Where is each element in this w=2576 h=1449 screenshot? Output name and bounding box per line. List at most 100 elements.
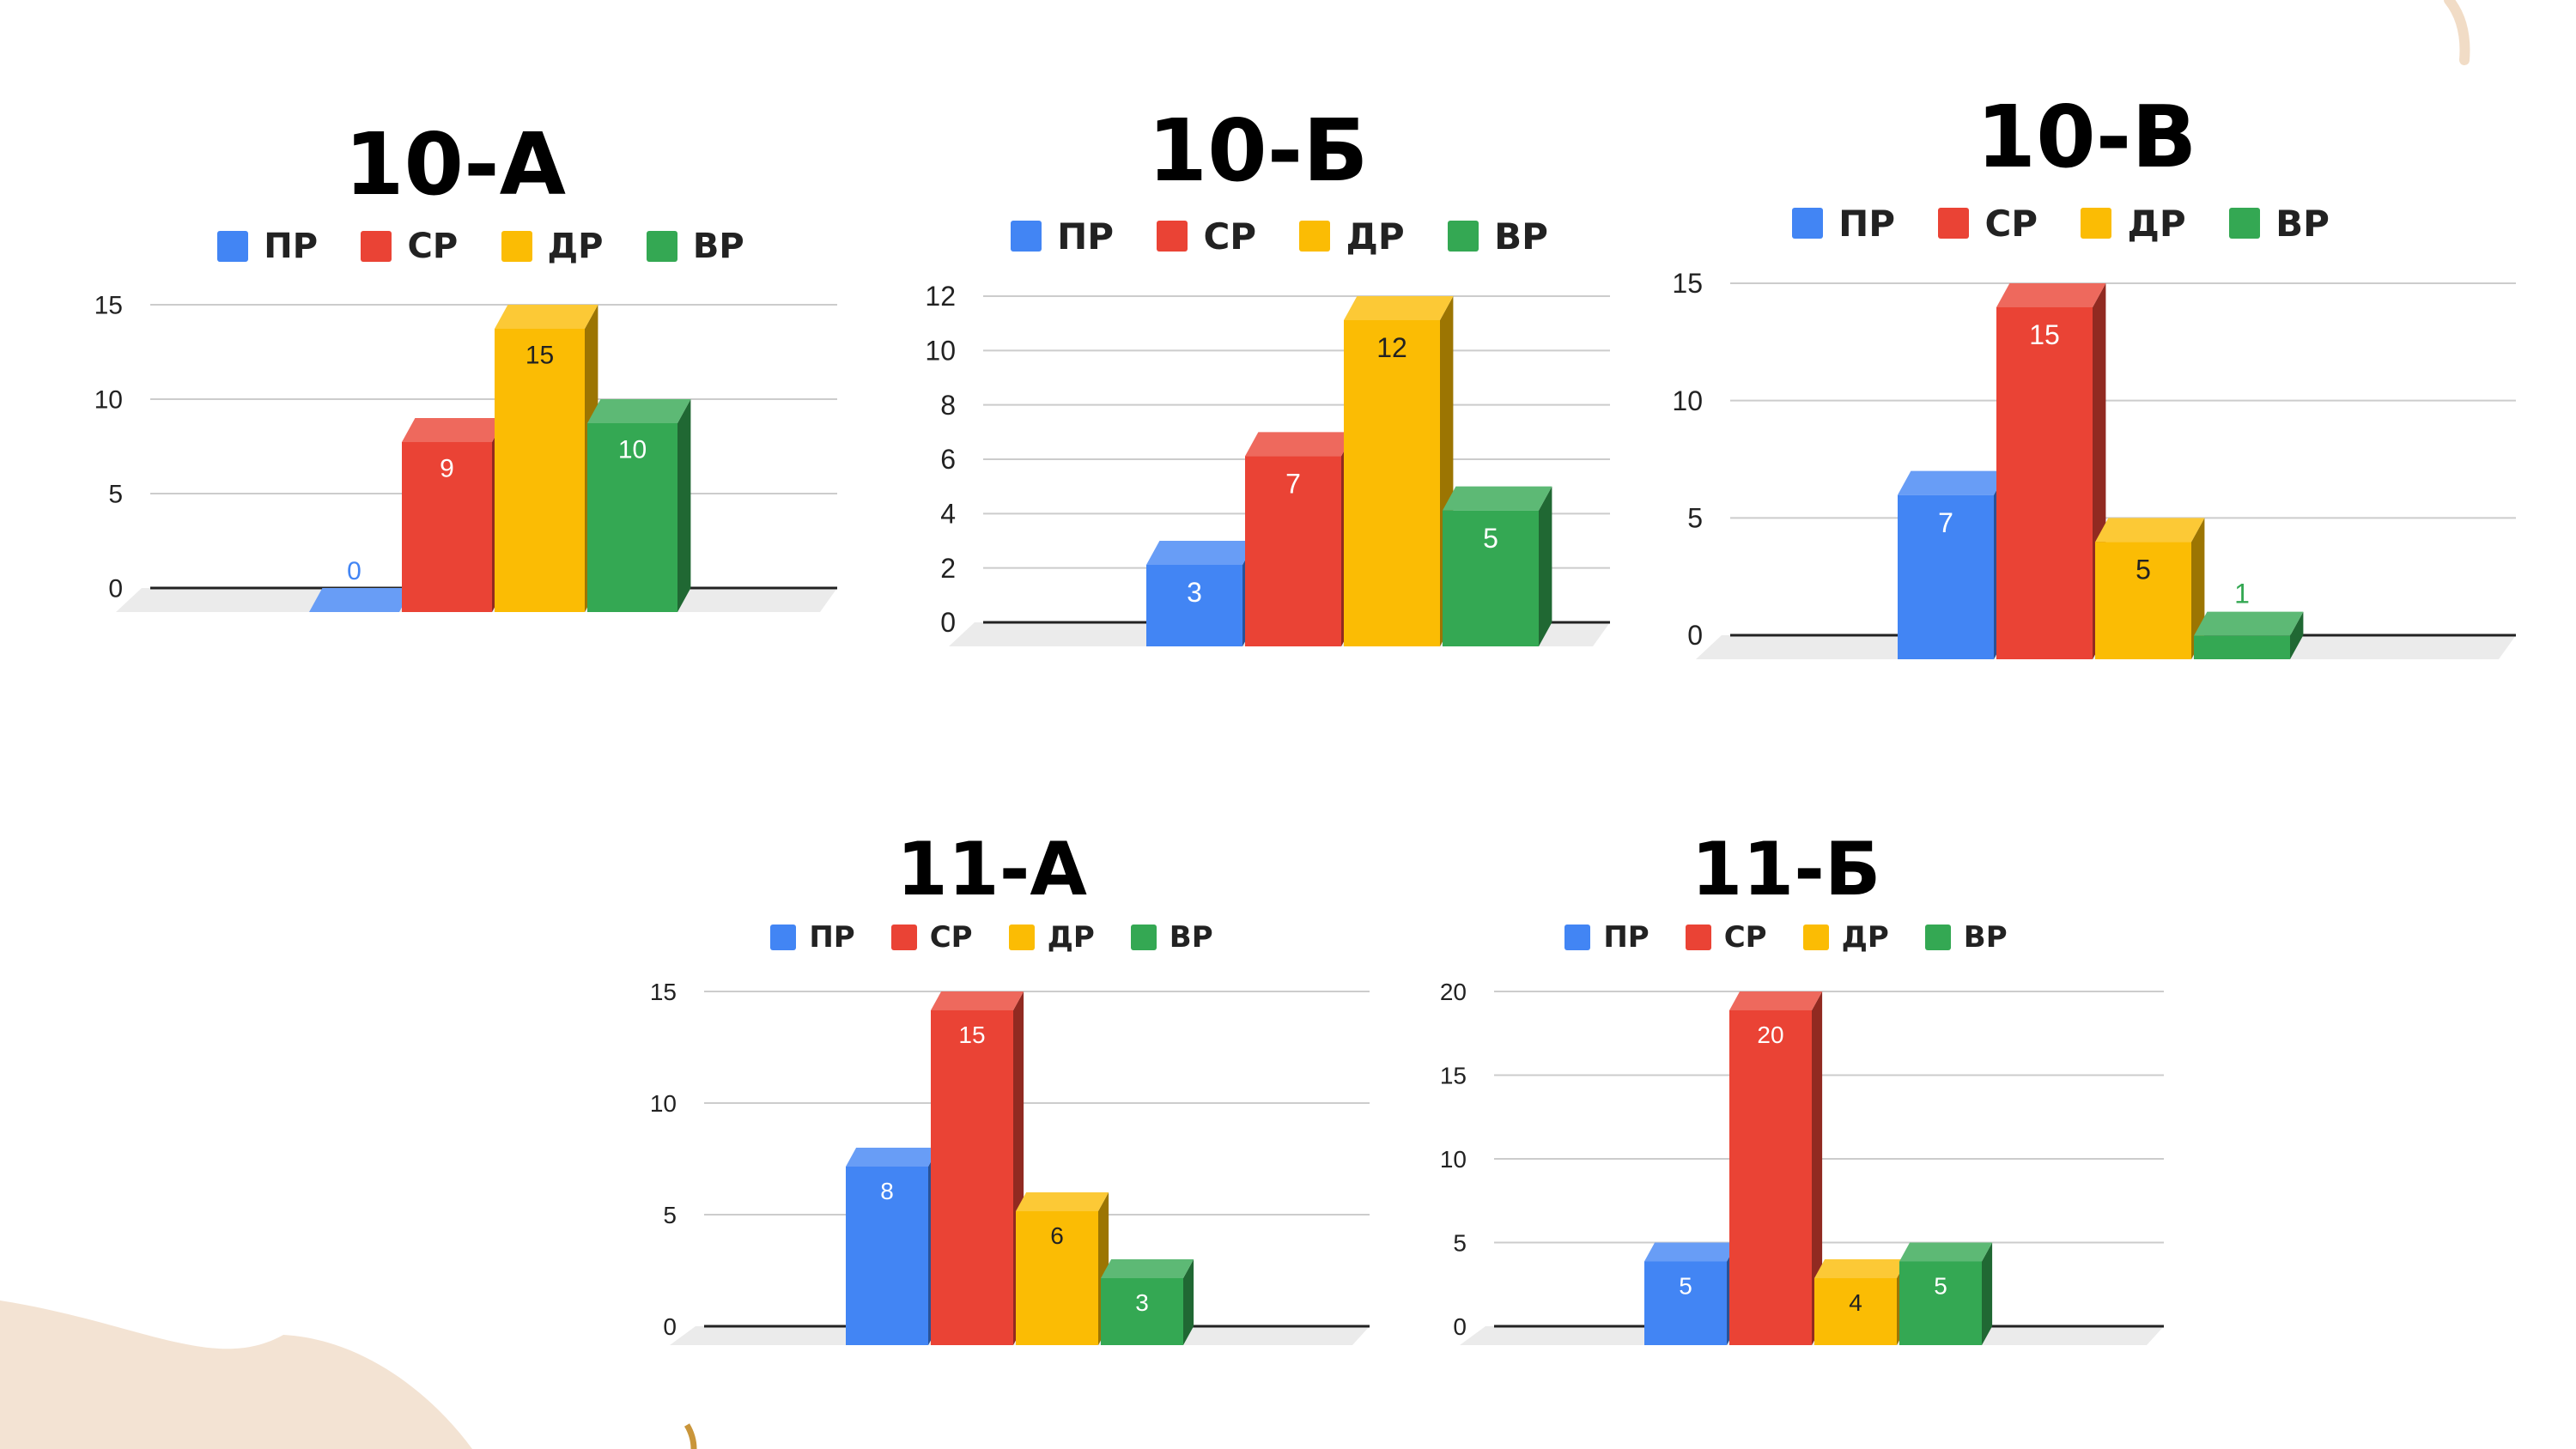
legend-swatch xyxy=(890,925,917,950)
data-label: 5 xyxy=(1679,1272,1692,1299)
legend-swatch xyxy=(1008,925,1035,950)
legend-swatch xyxy=(1299,221,1331,252)
bar-top xyxy=(1729,991,1823,1010)
y-tick-label: 2 xyxy=(940,553,956,584)
legend-label: СР xyxy=(407,227,459,266)
y-tick-label: 10 xyxy=(1440,1146,1467,1173)
chart-title: 10-Б xyxy=(1147,100,1369,201)
bar-side xyxy=(1982,1242,1993,1345)
bar-front xyxy=(1101,1278,1183,1345)
y-tick-label: 20 xyxy=(1440,979,1467,1005)
data-label: 10 xyxy=(618,436,647,464)
legend-label: ВР xyxy=(692,227,744,266)
bar-top xyxy=(846,1148,939,1167)
bar-top xyxy=(587,399,691,423)
data-label: 3 xyxy=(1135,1289,1149,1316)
legend-swatch xyxy=(646,231,677,262)
bar-top xyxy=(1245,432,1355,457)
bar-front xyxy=(587,423,677,612)
bar-top xyxy=(1443,486,1552,511)
bar-top xyxy=(309,588,413,612)
bar-top xyxy=(495,305,598,329)
y-tick-label: 15 xyxy=(1440,1062,1467,1088)
bar-top xyxy=(1016,1192,1109,1211)
legend-swatch xyxy=(361,231,392,262)
data-label: 7 xyxy=(1285,469,1301,500)
y-tick-label: 10 xyxy=(94,386,123,415)
bar-front xyxy=(402,442,492,612)
legend-item: СР xyxy=(1685,920,1767,955)
bar-side xyxy=(1539,486,1552,646)
chart-plot-area: 0 2 4 6 8 10 12 3 7 12 5 xyxy=(925,281,1610,646)
bar-top xyxy=(1101,1259,1194,1278)
legend-swatch xyxy=(1564,925,1591,950)
y-tick-label: 4 xyxy=(940,499,956,530)
bar-top xyxy=(1898,470,2008,495)
bar-front xyxy=(1016,1211,1098,1345)
y-tick-label: 10 xyxy=(650,1090,677,1117)
data-label: 5 xyxy=(1483,523,1498,554)
bar-side xyxy=(1183,1259,1194,1345)
bar-side xyxy=(677,399,691,612)
data-label: 15 xyxy=(958,1022,985,1048)
y-tick-label: 5 xyxy=(1687,503,1703,534)
legend-label: ДР xyxy=(1346,215,1405,258)
bar-top xyxy=(1814,1259,1908,1278)
legend-swatch xyxy=(2229,208,2261,239)
bar-top xyxy=(1344,296,1454,320)
bar xyxy=(1016,1192,1109,1345)
y-tick-label: 0 xyxy=(1453,1313,1467,1340)
chart-legend: ПР СР ДР ВР xyxy=(1631,202,2490,245)
y-tick-label: 15 xyxy=(1672,268,1703,299)
bar-front xyxy=(931,1010,1013,1345)
chart-plot-area: 0 5 10 15 8 15 6 3 xyxy=(650,979,1370,1345)
legend-label: ПР xyxy=(1057,215,1115,258)
bar-front xyxy=(1814,1278,1897,1345)
legend-item: ВР xyxy=(1924,920,2008,955)
chart-10b: 10-Б ПР СР ДР ВР 0 2 4 6 8 10 12 3 7 12 5 xyxy=(889,94,1627,764)
chart-legend: ПР СР ДР ВР xyxy=(932,215,1627,258)
legend-item: ВР xyxy=(1130,920,1213,955)
y-tick-label: 0 xyxy=(1687,620,1703,651)
y-tick-label: 10 xyxy=(1672,385,1703,416)
chart-title: 11-А xyxy=(896,827,1087,912)
bar xyxy=(846,1148,939,1345)
legend-item: ПР xyxy=(1792,203,1895,245)
legend-item: ВР xyxy=(2229,203,2330,245)
legend-label: ДР xyxy=(547,227,604,266)
y-tick-label: 5 xyxy=(1453,1229,1467,1256)
bar-top xyxy=(1146,541,1256,565)
bar-top xyxy=(1899,1242,1993,1262)
legend-label: ПР xyxy=(1603,920,1649,955)
bar xyxy=(309,588,413,612)
y-tick-label: 0 xyxy=(940,607,956,638)
data-label: 20 xyxy=(1757,1022,1783,1048)
legend-item: ПР xyxy=(770,920,855,955)
chart-legend: ПР СР ДР ВР xyxy=(605,920,1378,955)
legend-item: СР xyxy=(890,920,973,955)
legend-label: ВР xyxy=(2275,202,2330,245)
legend-label: ПР xyxy=(264,227,319,266)
legend-swatch xyxy=(1157,221,1188,252)
bar xyxy=(2095,518,2205,659)
bar-front xyxy=(1245,456,1341,646)
bar-front xyxy=(1344,320,1440,646)
y-tick-label: 10 xyxy=(925,336,956,367)
chart-title: 10-В xyxy=(1976,87,2197,187)
legend-swatch xyxy=(1792,208,1824,239)
data-label: 1 xyxy=(2234,579,2250,609)
legend-label: ПР xyxy=(1838,202,1896,245)
legend-swatch xyxy=(217,231,249,262)
bar xyxy=(1899,1242,1993,1345)
bar xyxy=(1443,486,1552,646)
bar xyxy=(1245,432,1355,646)
y-tick-label: 12 xyxy=(925,281,956,312)
legend-item: ПР xyxy=(1011,215,1114,258)
chart-title: 10-А xyxy=(343,114,567,215)
chart-11a: 11-А ПР СР ДР ВР 0 5 10 15 8 15 6 3 xyxy=(605,824,1378,1391)
chart-plot-area: 0 5 10 15 0 9 15 10 xyxy=(94,292,837,612)
legend-label: ПР xyxy=(809,920,855,955)
legend-swatch xyxy=(2081,208,2112,239)
legend-label: СР xyxy=(1203,215,1257,258)
bar-top xyxy=(2194,611,2304,636)
